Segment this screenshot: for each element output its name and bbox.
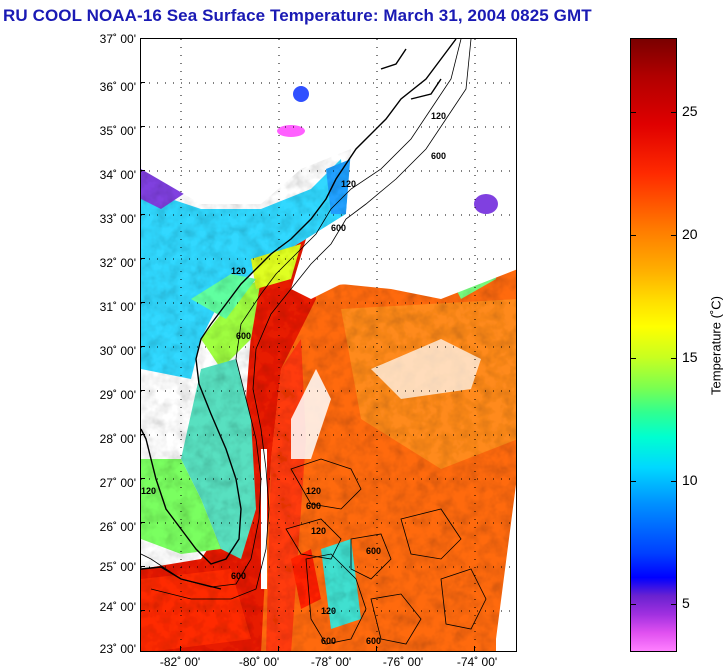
contour-label: 600 bbox=[306, 501, 321, 511]
lat-label: 25˚ 00' bbox=[99, 560, 136, 574]
map-title: RU COOL NOAA-16 Sea Surface Temperature:… bbox=[3, 6, 592, 25]
lon-tick bbox=[180, 646, 181, 652]
contour-label: 600 bbox=[366, 546, 381, 556]
sst-blob bbox=[293, 86, 309, 102]
lat-tick bbox=[140, 170, 145, 171]
lat-tick bbox=[140, 346, 145, 347]
contour-label: 120 bbox=[141, 486, 156, 496]
lat-tick bbox=[140, 82, 145, 83]
colorbar-label: 20 bbox=[682, 226, 698, 242]
lon-label: -78˚ 00' bbox=[310, 655, 352, 669]
colorbar-label: 15 bbox=[682, 349, 698, 365]
lat-tick bbox=[140, 610, 145, 611]
lat-label: 36˚ 00' bbox=[99, 80, 136, 94]
lon-label: -80˚ 00' bbox=[238, 655, 280, 669]
lat-tick bbox=[140, 522, 145, 523]
cloud-cover bbox=[141, 39, 516, 651]
contour-label: 120 bbox=[231, 266, 246, 276]
lat-label: 32˚ 00' bbox=[99, 256, 136, 270]
colorbar-tick bbox=[630, 112, 636, 113]
lat-tick bbox=[140, 258, 145, 259]
lat-tick bbox=[140, 126, 145, 127]
contour-labels: 120 600 120 600 120 600 120 600 120 600 … bbox=[141, 111, 446, 646]
sst-blob bbox=[474, 194, 498, 214]
lon-label: -76˚ 00' bbox=[382, 655, 424, 669]
lat-label: 31˚ 00' bbox=[99, 300, 136, 314]
colorbar-label: 25 bbox=[682, 103, 698, 119]
colorbar-tick bbox=[671, 358, 677, 359]
lat-tick bbox=[140, 566, 145, 567]
lat-label: 29˚ 00' bbox=[99, 388, 136, 402]
lat-label: 35˚ 00' bbox=[99, 124, 136, 138]
lat-label: 23˚ 00' bbox=[99, 642, 136, 656]
sst-map: 120 600 120 600 120 600 120 600 120 600 … bbox=[140, 38, 517, 652]
contour-label: 600 bbox=[321, 636, 336, 646]
bathymetry-contours bbox=[141, 39, 487, 645]
sst-blob bbox=[277, 125, 305, 137]
lat-tick bbox=[140, 214, 145, 215]
lon-tick bbox=[376, 646, 377, 652]
sst-image: 120 600 120 600 120 600 120 600 120 600 … bbox=[141, 39, 516, 651]
colorbar-label: 5 bbox=[682, 595, 690, 611]
lon-tick bbox=[474, 646, 475, 652]
colorbar-tick bbox=[630, 235, 636, 236]
lon-label: -74˚ 00' bbox=[456, 655, 498, 669]
lon-label: -82˚ 00' bbox=[159, 655, 201, 669]
colorbar-tick bbox=[671, 604, 677, 605]
lat-label: 27˚ 00' bbox=[99, 476, 136, 490]
lat-label: 37˚ 00' bbox=[99, 32, 136, 46]
lon-tick bbox=[278, 646, 279, 652]
colorbar-title: Temperature (˚C) bbox=[708, 296, 724, 395]
lat-label: 24˚ 00' bbox=[99, 600, 136, 614]
colorbar-tick bbox=[630, 481, 636, 482]
contour-label: 600 bbox=[331, 223, 346, 233]
colorbar-tick bbox=[630, 358, 636, 359]
contour-label: 120 bbox=[431, 111, 446, 121]
contour-label: 600 bbox=[236, 331, 251, 341]
lat-label: 26˚ 00' bbox=[99, 520, 136, 534]
contour-label: 600 bbox=[366, 636, 381, 646]
lat-tick bbox=[140, 302, 145, 303]
colorbar-tick bbox=[671, 481, 677, 482]
colorbar-tick bbox=[630, 604, 636, 605]
contour-label: 600 bbox=[231, 571, 246, 581]
colorbar-label: 10 bbox=[682, 472, 698, 488]
lat-tick bbox=[140, 434, 145, 435]
temperature-colorbar bbox=[630, 38, 677, 652]
contour-label: 600 bbox=[431, 151, 446, 161]
colorbar-tick bbox=[671, 112, 677, 113]
colorbar-tick bbox=[671, 235, 677, 236]
lat-label: 30˚ 00' bbox=[99, 344, 136, 358]
contour-label: 120 bbox=[306, 486, 321, 496]
lat-label: 34˚ 00' bbox=[99, 168, 136, 182]
contour-label: 120 bbox=[341, 179, 356, 189]
contour-label: 120 bbox=[321, 606, 336, 616]
lat-tick bbox=[140, 390, 145, 391]
lat-label: 28˚ 00' bbox=[99, 432, 136, 446]
lat-tick bbox=[140, 478, 145, 479]
lat-label: 33˚ 00' bbox=[99, 212, 136, 226]
contour-label: 120 bbox=[311, 526, 326, 536]
